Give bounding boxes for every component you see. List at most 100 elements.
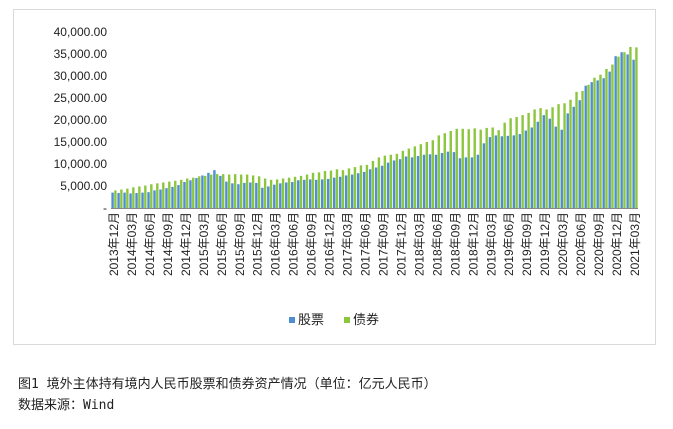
x-tick-label: 2017年12月 (394, 212, 408, 276)
stock-bar (368, 169, 372, 208)
bond-bar (156, 183, 159, 208)
stock-bar (590, 82, 593, 208)
bond-bar (317, 172, 321, 208)
stock-bar (392, 160, 396, 208)
x-tick-label: 2016年12月 (323, 212, 337, 276)
stock-bar (231, 183, 234, 208)
bond-bar (251, 175, 255, 208)
bond-bar (455, 128, 458, 208)
bond-bar (449, 131, 452, 208)
stock-bar (189, 180, 192, 208)
stock-bar (398, 159, 402, 208)
x-tick-label: 2020年09月 (592, 212, 606, 276)
bond-bar (204, 175, 207, 208)
x-tick-label: 2019年06月 (502, 212, 516, 276)
stock-bar (195, 178, 198, 208)
bond-bar (479, 129, 482, 208)
bond-bar (233, 174, 237, 208)
legend-label-bonds: 债券 (353, 312, 379, 328)
stock-bar (321, 179, 324, 208)
stock-bar (512, 135, 516, 208)
y-tick-label: 15,000.00 (54, 135, 108, 149)
bond-bar (353, 167, 357, 208)
stock-bar (243, 182, 246, 208)
x-tick-label: 2020年03月 (556, 212, 570, 276)
bond-bar (473, 128, 476, 208)
x-tick-label: 2014年03月 (125, 212, 139, 276)
stock-bar (344, 175, 348, 208)
stock-bar (488, 137, 492, 208)
stock-bar (404, 156, 408, 208)
x-tick-label: 2016年03月 (269, 212, 283, 276)
x-tick-label: 2018年03月 (412, 212, 426, 276)
x-tick-label: 2020年12月 (610, 212, 624, 276)
stock-bar (201, 175, 204, 208)
bond-bar (162, 182, 165, 208)
bond-bar (275, 179, 279, 208)
stock-bar (303, 179, 306, 208)
stock-bar (177, 185, 180, 208)
stock-bar (213, 170, 216, 208)
bond-bar (239, 174, 243, 208)
y-tick-label: 30,000.00 (54, 69, 108, 83)
stock-bar (620, 52, 623, 208)
stock-bar (452, 152, 456, 208)
stock-bar (135, 193, 138, 208)
stock-bar (566, 113, 569, 208)
stock-bar (572, 106, 575, 208)
x-tick-label: 2015年12月 (251, 212, 265, 276)
stock-bar (632, 59, 635, 208)
stock-bar (494, 135, 498, 208)
bond-bar (437, 135, 440, 208)
bond-bar (509, 118, 512, 208)
x-tick-label: 2016年09月 (305, 212, 319, 276)
x-tick-label: 2017年03月 (341, 212, 355, 276)
bond-bar (611, 64, 614, 208)
x-tick-label: 2019年09月 (520, 212, 534, 276)
x-tick-label: 2017年06月 (359, 212, 373, 276)
stock-bar (518, 134, 522, 208)
x-tick-label: 2015年03月 (197, 212, 211, 276)
bond-bar (359, 165, 363, 208)
stock-bar (542, 115, 545, 208)
bond-bar (144, 185, 147, 208)
stock-bar (548, 118, 551, 208)
bond-bar (467, 129, 470, 208)
stock-bar (440, 153, 444, 208)
bond-bar (299, 175, 303, 208)
stock-bar (117, 193, 120, 208)
stock-bar (165, 188, 168, 208)
x-tick-label: 2016年06月 (287, 212, 301, 276)
stock-bar (141, 192, 144, 208)
stock-bar (123, 192, 126, 208)
x-tick-label: 2017年09月 (376, 212, 390, 276)
stock-bar (560, 129, 563, 208)
stock-bar (255, 182, 258, 208)
bond-bar (389, 154, 393, 208)
stock-bar (506, 135, 510, 208)
stock-bar (458, 158, 462, 208)
stock-bar (285, 182, 288, 208)
legend-swatch-bonds (344, 317, 350, 323)
x-tick-label: 2020年06月 (574, 212, 588, 276)
stock-bar (332, 177, 336, 208)
bond-bar (635, 47, 638, 209)
bond-bar (245, 174, 249, 208)
stock-bar (584, 85, 587, 208)
bond-bar (263, 178, 267, 208)
bond-bar (515, 116, 518, 208)
stock-bar (434, 154, 438, 208)
stock-bar (267, 186, 270, 208)
stock-bar (464, 157, 468, 208)
stock-bar (500, 136, 504, 208)
bond-bar (557, 104, 560, 208)
bond-bar (443, 133, 446, 208)
bond-bar (563, 103, 566, 208)
bond-bar (132, 187, 135, 208)
stock-bar (374, 167, 378, 208)
stock-bar (207, 172, 210, 208)
stock-bar (578, 100, 581, 208)
bond-bar (180, 179, 183, 208)
bond-bar (629, 46, 632, 209)
x-tick-label: 2019年12月 (538, 212, 552, 276)
